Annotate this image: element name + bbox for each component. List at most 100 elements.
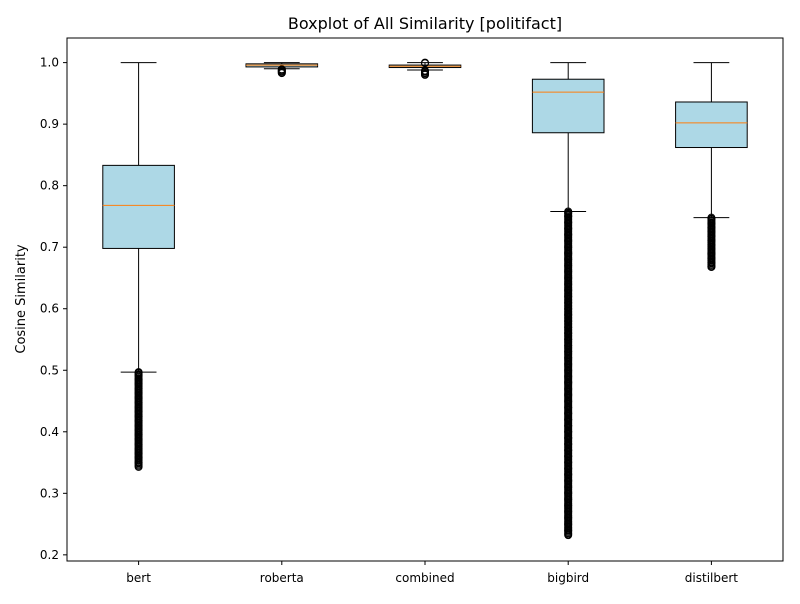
outlier-point bbox=[564, 489, 573, 498]
outlier-point bbox=[564, 477, 573, 486]
y-tick-label: 0.2 bbox=[40, 548, 59, 562]
outlier-point bbox=[564, 267, 573, 276]
outlier-point bbox=[134, 445, 143, 454]
outlier-point bbox=[134, 379, 143, 388]
outlier-point bbox=[564, 390, 573, 399]
y-tick-label: 0.3 bbox=[40, 486, 59, 500]
x-tick-label: distilbert bbox=[685, 571, 739, 585]
y-tick-label: 0.5 bbox=[40, 363, 59, 377]
outlier-point bbox=[707, 249, 716, 258]
outlier-point bbox=[564, 353, 573, 362]
outlier-point bbox=[564, 310, 573, 319]
outlier-point bbox=[277, 65, 286, 74]
outlier-point bbox=[707, 254, 716, 263]
outlier-point bbox=[707, 232, 716, 241]
outlier-point bbox=[564, 360, 573, 369]
plot-frame bbox=[66, 37, 784, 562]
outlier-point bbox=[564, 218, 573, 227]
outlier-point bbox=[564, 446, 573, 455]
outlier-point bbox=[134, 407, 143, 416]
outlier-point bbox=[564, 397, 573, 406]
outlier-point bbox=[564, 415, 573, 424]
x-tick-label: bert bbox=[126, 571, 151, 585]
outlier-point bbox=[134, 389, 143, 398]
outlier-point bbox=[707, 258, 716, 267]
outlier-point bbox=[134, 430, 143, 439]
outlier-point bbox=[564, 323, 573, 332]
outlier-point bbox=[564, 433, 573, 442]
outlier-point bbox=[134, 398, 143, 407]
outlier-point bbox=[707, 223, 716, 232]
y-tick-label: 0.4 bbox=[40, 425, 59, 439]
outlier-point bbox=[564, 440, 573, 449]
outlier-point bbox=[564, 458, 573, 467]
outlier-point bbox=[421, 59, 429, 68]
outlier-point bbox=[564, 224, 573, 233]
outlier-point bbox=[564, 526, 573, 535]
outlier-point bbox=[564, 243, 573, 252]
outlier-point bbox=[564, 409, 573, 418]
outlier-point bbox=[564, 366, 573, 375]
outlier-point bbox=[134, 403, 143, 412]
outlier-point bbox=[564, 273, 573, 282]
outlier-point bbox=[564, 280, 573, 289]
y-tick-label: 0.7 bbox=[40, 240, 59, 254]
y-tick-label: 0.8 bbox=[40, 179, 59, 193]
outlier-point bbox=[564, 255, 573, 264]
outlier-point bbox=[134, 412, 143, 421]
chart-title: Boxplot of All Similarity [politifact] bbox=[288, 14, 562, 33]
outlier-point bbox=[134, 458, 143, 467]
outlier-point bbox=[564, 470, 573, 479]
plot-area: 0.2 0.3 0.4 0.5 0.6 0.7 0.8 0.9 1.0 bert roberta co… bbox=[40, 56, 748, 585]
outlier-point bbox=[564, 421, 573, 430]
outlier-point bbox=[564, 298, 573, 307]
outlier-point bbox=[564, 341, 573, 350]
outlier-point bbox=[564, 507, 573, 516]
x-tick-label: combined bbox=[395, 571, 454, 585]
outlier-point bbox=[564, 317, 573, 326]
x-tick-label: roberta bbox=[260, 571, 304, 585]
outlier-point bbox=[564, 452, 573, 461]
outlier-point bbox=[564, 230, 573, 239]
outlier-point bbox=[564, 520, 573, 529]
outlier-point bbox=[564, 378, 573, 387]
outlier-point bbox=[707, 227, 716, 236]
outlier-point bbox=[564, 237, 573, 246]
outlier-point bbox=[134, 393, 143, 402]
box-bert bbox=[102, 164, 175, 249]
outlier-point bbox=[134, 368, 143, 377]
outlier-point bbox=[564, 286, 573, 295]
y-tick-label: 0.9 bbox=[40, 117, 59, 131]
outlier-point bbox=[707, 214, 716, 223]
outlier-point bbox=[134, 416, 143, 425]
outlier-point bbox=[421, 67, 429, 76]
outlier-point bbox=[134, 449, 143, 458]
outlier-point bbox=[564, 212, 573, 221]
outlier-point bbox=[707, 240, 716, 249]
outlier-point bbox=[564, 261, 573, 270]
outlier-point bbox=[134, 371, 143, 380]
outlier-point bbox=[564, 501, 573, 510]
outlier-point bbox=[564, 304, 573, 313]
outlier-point bbox=[134, 462, 143, 471]
outlier-point bbox=[134, 421, 143, 430]
outlier-point bbox=[134, 384, 143, 393]
outlier-point bbox=[564, 531, 573, 540]
outlier-point bbox=[564, 427, 573, 436]
outlier-point bbox=[707, 262, 716, 271]
outlier-point bbox=[134, 440, 143, 449]
y-axis-label: Cosine Similarity bbox=[14, 244, 29, 354]
box-bigbird bbox=[531, 78, 605, 134]
outlier-point bbox=[564, 464, 573, 473]
outlier-point bbox=[564, 329, 573, 338]
y-tick-label: 1.0 bbox=[40, 56, 59, 70]
outlier-point bbox=[134, 425, 143, 434]
box-distilbert bbox=[675, 101, 748, 149]
outlier-point bbox=[564, 292, 573, 301]
outlier-point bbox=[707, 245, 716, 254]
outlier-point bbox=[564, 483, 573, 492]
outlier-point bbox=[564, 403, 573, 412]
outlier-point bbox=[134, 435, 143, 444]
